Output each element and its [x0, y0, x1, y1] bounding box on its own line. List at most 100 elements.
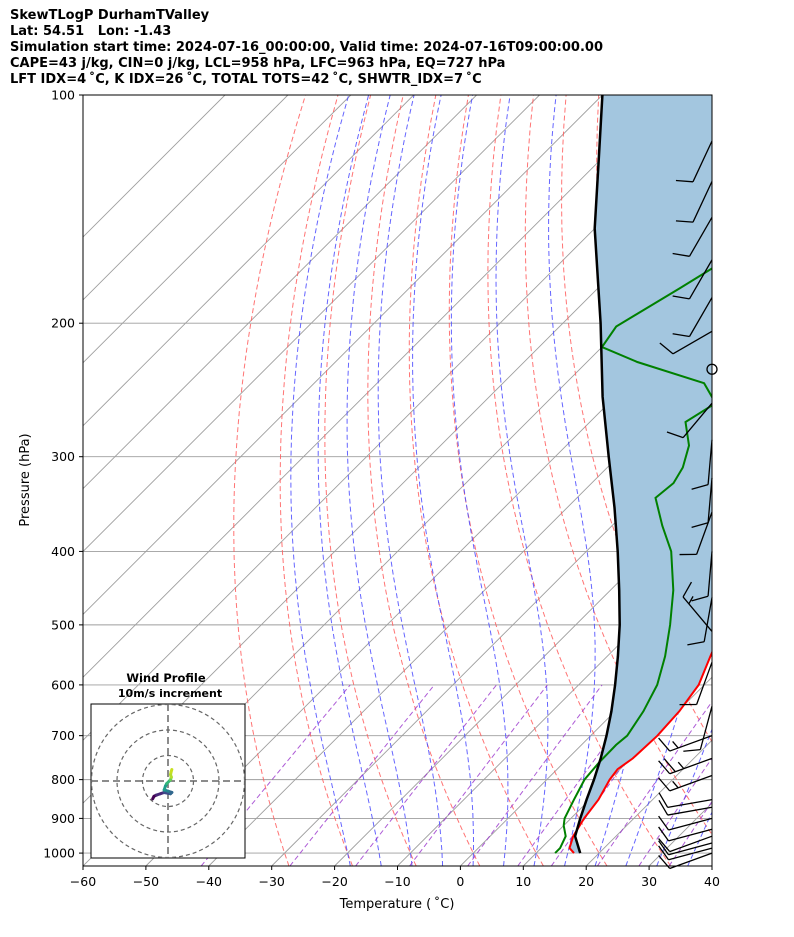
y-tick-label: 700: [51, 728, 75, 743]
x-tick-label: −20: [321, 874, 347, 889]
wind-barb: [706, 363, 718, 375]
wind-barb: [675, 140, 713, 183]
x-tick-label: 40: [704, 874, 720, 889]
isotherm-line: [334, 487, 712, 866]
wind-barb: [658, 757, 713, 775]
y-tick-label: 200: [51, 316, 75, 331]
dry-adiabat: [367, 95, 481, 866]
wind-barb: [672, 297, 713, 338]
x-tick-label: −40: [196, 874, 222, 889]
moist-adiabat: [346, 95, 413, 866]
x-tick-label: 0: [456, 874, 464, 889]
mixing-ratio-line: [289, 684, 435, 866]
wind-barb: [691, 551, 713, 602]
wind-barb: [687, 597, 713, 646]
moist-adiabat: [450, 95, 509, 866]
wind-barb: [691, 439, 713, 490]
y-tick-label: 1000: [43, 846, 75, 861]
isotherm-line: [271, 425, 712, 866]
isotherm-line: [83, 95, 226, 238]
header-times: Simulation start time: 2024-07-16_00:00:…: [10, 40, 603, 55]
wind-barb: [675, 181, 713, 223]
x-tick-label: −30: [259, 874, 285, 889]
y-tick-label: 900: [51, 811, 75, 826]
parcel-profile: [573, 95, 621, 854]
moist-adiabat: [290, 95, 351, 866]
dry-adiabat: [448, 95, 608, 866]
x-tick-label: 30: [641, 874, 657, 889]
wind-barb: [658, 845, 713, 861]
isotherm-line: [460, 613, 712, 866]
hodograph-subtitle: 10m/s increment: [118, 687, 222, 700]
dry-adiabat: [408, 95, 544, 866]
wind-barb: [658, 792, 713, 809]
wind-barb: [658, 826, 713, 842]
dry-adiabat: [729, 95, 794, 866]
isotherm-line: [397, 550, 712, 866]
wind-barb: [679, 661, 713, 706]
y-tick-label: 400: [51, 544, 75, 559]
dry-adiabat: [279, 95, 353, 866]
x-axis-label: Temperature ( ˚C): [339, 896, 455, 912]
hodograph-trace: [169, 768, 174, 774]
hodograph-title: Wind Profile: [126, 671, 206, 685]
hodograph-inset: Wind Profile 10m/s increment: [90, 671, 246, 859]
moist-adiabat: [719, 95, 794, 866]
x-tick-label: −50: [133, 874, 159, 889]
y-axis-label: Pressure (hPa): [18, 433, 33, 526]
isotherm-line: [711, 865, 712, 866]
mixing-ratio-line: [409, 684, 548, 866]
moist-adiabat: [317, 95, 382, 866]
y-tick-label: 100: [51, 88, 75, 103]
wind-barb: [658, 835, 713, 853]
wind-barb: [658, 840, 713, 856]
wind-barb: [658, 815, 713, 831]
header-title: SkewTLogP DurhamTValley: [10, 8, 210, 23]
y-tick-label: 800: [51, 772, 75, 787]
isotherm-line: [83, 95, 352, 364]
x-tick-label: −10: [384, 874, 410, 889]
header-cape-line: CAPE=43 j/kg, CIN=0 j/kg, LCL=958 hPa, L…: [10, 56, 506, 71]
wind-barb: [691, 477, 713, 528]
wind-barb: [658, 800, 713, 816]
moist-adiabat: [412, 95, 474, 866]
mixing-ratio-line: [200, 684, 351, 866]
wind-barb: [679, 511, 713, 556]
mixing-ratio-line: [668, 800, 712, 866]
wind-barb: [666, 402, 713, 439]
x-tick-label: 20: [578, 874, 594, 889]
dry-adiabat: [524, 95, 712, 836]
moist-adiabat: [656, 727, 712, 866]
x-tick-label: −60: [70, 874, 96, 889]
y-tick-label: 300: [51, 449, 75, 464]
isotherm-line: [83, 95, 289, 301]
isotherm-line: [83, 95, 540, 553]
wind-barb: [672, 259, 713, 300]
dry-adiabat: [762, 95, 794, 866]
dry-adiabat: [324, 95, 417, 866]
dry-adiabat: [487, 95, 672, 866]
y-tick-label: 600: [51, 677, 75, 692]
mixing-ratio-line: [355, 684, 497, 866]
isotherm-line: [208, 362, 712, 866]
isotherm-line: [145, 299, 712, 866]
moist-adiabat: [495, 95, 549, 866]
wind-barb: [683, 705, 713, 752]
wind-barb: [658, 774, 713, 792]
isotherm-line: [83, 95, 477, 490]
mixing-ratio-line: [467, 684, 603, 866]
chart-header: SkewTLogP DurhamTValley Lat: 54.51 Lon: …: [10, 8, 603, 88]
header-indices-line: LFT IDX=4 ˚C, K IDX=26 ˚C, TOTAL TOTS=42…: [10, 72, 482, 87]
header-location: Lat: 54.51 Lon: -1.43: [10, 24, 172, 39]
temperature-profile: [568, 650, 712, 854]
dry-adiabat: [233, 95, 306, 866]
wind-barb: [658, 735, 713, 752]
moist-adiabat: [377, 95, 444, 866]
x-tick-label: 10: [515, 874, 531, 889]
moist-adiabat: [548, 95, 596, 866]
cape-shading: [569, 95, 712, 854]
mixing-ratio-line: [638, 757, 712, 866]
y-tick-label: 500: [51, 617, 75, 632]
isotherm-line: [83, 95, 603, 616]
